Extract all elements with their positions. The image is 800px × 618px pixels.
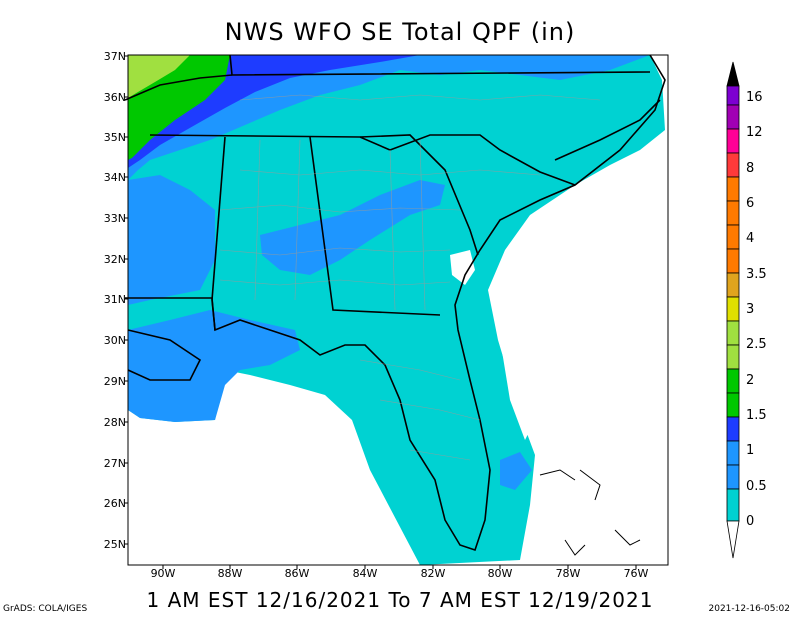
colorbar-swatch [726, 488, 740, 522]
colorbar-cap-bottom [726, 520, 740, 559]
state-borders [124, 54, 666, 552]
map-title: NWS WFO SE Total QPF (in) [224, 18, 576, 46]
colorbar-swatch [726, 440, 740, 466]
lon-label: 76W [623, 567, 649, 580]
lon-label: 80W [487, 567, 513, 580]
map-frame [127, 54, 669, 566]
lon-label: 78W [555, 567, 581, 580]
lon-label: 82W [420, 567, 446, 580]
colorbar-swatch [726, 368, 740, 394]
colorbar-label: 8 [746, 161, 755, 176]
lat-label: 32N [103, 253, 126, 266]
qpf-field-lightblue-fl [500, 452, 532, 490]
qpf-field-lightblue-west [128, 175, 215, 305]
bahamas [539, 469, 641, 556]
colorbar-swatch [726, 152, 740, 178]
colorbar-swatch [726, 416, 740, 442]
colorbar-swatch [726, 104, 740, 130]
lat-label: 36N [103, 91, 126, 104]
colorbar-label: 16 [746, 90, 763, 105]
lat-label: 35N [103, 131, 126, 144]
colorbar-swatch [726, 200, 740, 226]
lat-label: 27N [103, 457, 126, 470]
lon-label: 84W [352, 567, 378, 580]
county-lines [219, 94, 601, 461]
lat-label: 30N [103, 334, 126, 347]
colorbar-label: 1 [746, 443, 755, 458]
colorbar-label: 0.5 [746, 479, 767, 494]
lon-label: 90W [150, 567, 176, 580]
lat-label: 31N [103, 293, 126, 306]
lat-label: 37N [103, 50, 126, 63]
qpf-field-lightblue-mid [260, 180, 445, 275]
colorbar-swatch [726, 296, 740, 322]
colorbar-swatch [726, 320, 740, 346]
colorbar [726, 61, 740, 559]
qpf-field-cyan [128, 55, 665, 565]
valid-time-range: 1 AM EST 12/16/2021 To 7 AM EST 12/19/20… [146, 588, 654, 612]
lat-label: 34N [103, 171, 126, 184]
colorbar-label: 12 [746, 125, 763, 140]
colorbar-swatch [726, 392, 740, 418]
qpf-field-white-ga-coast [450, 250, 475, 285]
lat-label: 25N [103, 538, 126, 551]
colorbar-label: 3 [746, 302, 755, 317]
generation-timestamp: 2021-12-16-05:02 [708, 604, 791, 614]
lat-ticks [124, 55, 128, 545]
lat-label: 28N [103, 416, 126, 429]
lon-ticks [162, 565, 637, 569]
qpf-field-yellowgreen [128, 55, 190, 98]
colorbar-label: 3.5 [746, 267, 767, 282]
colorbar-label: 2 [746, 373, 755, 388]
lon-label: 88W [217, 567, 243, 580]
colorbar-label: 6 [746, 196, 755, 211]
lat-label: 33N [103, 212, 126, 225]
colorbar-label: 1.5 [746, 408, 767, 423]
lat-label: 29N [103, 375, 126, 388]
colorbar-swatch [726, 128, 740, 154]
qpf-field-white-atlantic [492, 290, 535, 440]
colorbar-swatch [726, 85, 740, 106]
colorbar-label: 4 [746, 231, 755, 246]
lon-label: 86W [284, 567, 310, 580]
colorbar-swatch [726, 176, 740, 202]
colorbar-cap-top [726, 61, 740, 87]
colorbar-swatch [726, 464, 740, 490]
colorbar-swatch [726, 224, 740, 250]
qpf-field-lightblue-gulf [128, 310, 300, 422]
grads-credit: GrADS: COLA/IGES [3, 604, 88, 614]
lat-label: 26N [103, 497, 126, 510]
colorbar-swatch [726, 272, 740, 298]
colorbar-label: 2.5 [746, 337, 767, 352]
colorbar-swatch [726, 344, 740, 370]
colorbar-swatch [726, 248, 740, 274]
colorbar-label: 0 [746, 514, 755, 529]
